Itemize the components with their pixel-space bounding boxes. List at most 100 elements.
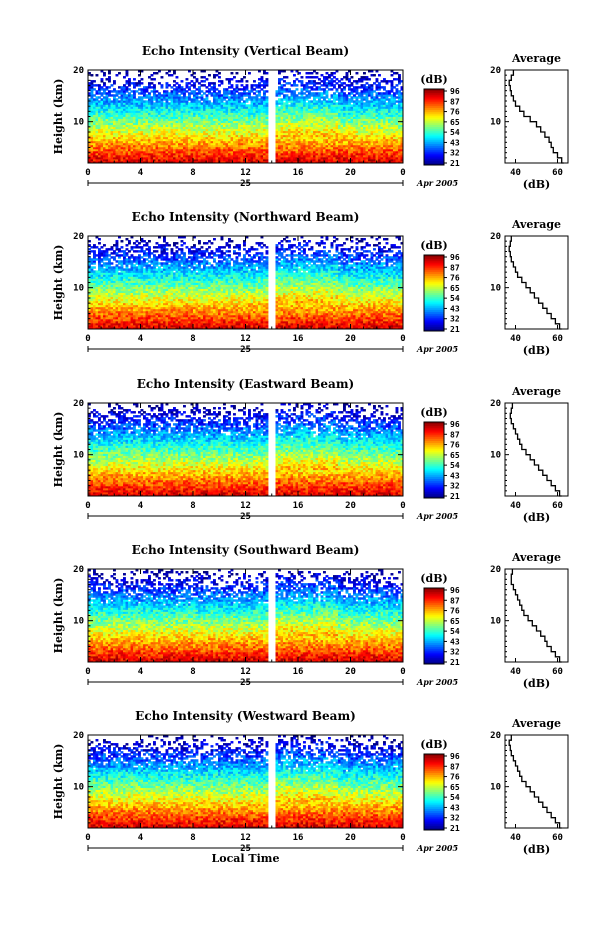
heatmap-cell: [96, 96, 99, 98]
heatmap-cell: [381, 86, 384, 88]
heatmap-cell: [183, 88, 186, 90]
heatmap-cell: [241, 84, 244, 86]
heatmap-cell: [156, 94, 159, 96]
heatmap-cell: [363, 84, 366, 86]
heatmap-cell: [311, 92, 314, 94]
heatmap-cell: [363, 102, 366, 104]
heatmap-cell: [283, 80, 286, 82]
heatmap-cell: [143, 100, 146, 102]
heatmap-cell: [158, 92, 161, 94]
heatmap: [88, 236, 403, 329]
heatmap-cell: [171, 74, 174, 76]
heatmap-cell: [141, 96, 144, 98]
heatmap-cell: [193, 82, 196, 84]
heatmap-cell: [253, 80, 256, 82]
heatmap-cell: [341, 78, 344, 80]
heatmap-cell: [383, 92, 386, 94]
heatmap-cell: [321, 74, 324, 76]
heatmap-cell: [283, 102, 286, 104]
heatmap-cell: [316, 72, 319, 74]
x-tick-label: 20: [345, 168, 356, 178]
heatmap-cell: [306, 82, 309, 84]
heatmap-cell: [176, 76, 179, 78]
heatmap-cell: [373, 90, 376, 92]
heatmap-cell: [231, 78, 234, 80]
heatmap-cell: [296, 94, 299, 96]
heatmap-cell: [308, 72, 311, 74]
heatmap-cell: [186, 78, 189, 80]
heatmap-cell: [376, 84, 379, 86]
heatmap-cell: [383, 86, 386, 88]
heatmap-cell: [393, 78, 396, 80]
heatmap-cell: [221, 94, 224, 96]
heatmap-cell: [398, 74, 401, 76]
heatmap-cell: [288, 96, 291, 98]
average-x-tick-label: 60: [552, 168, 563, 178]
heatmap-cell: [331, 88, 334, 90]
heatmap-cell: [193, 76, 196, 78]
heatmap-cell: [91, 80, 94, 82]
heatmap-cell: [96, 74, 99, 76]
heatmap-cell: [166, 72, 169, 74]
x-tick-label: 16: [293, 168, 304, 178]
heatmap-cell: [208, 88, 211, 90]
heatmap-cell: [336, 94, 339, 96]
heatmap-cell: [196, 88, 199, 90]
heatmap-cell: [318, 82, 321, 84]
heatmap-cell: [301, 76, 304, 78]
heatmap-cell: [118, 86, 121, 88]
heatmap-cell: [181, 86, 184, 88]
heatmap-cell: [343, 82, 346, 84]
heatmap-cell: [151, 90, 154, 92]
heatmap-cell: [278, 98, 281, 100]
heatmap-cell: [338, 92, 341, 94]
heatmap-cell: [328, 88, 331, 90]
heatmap-cell: [186, 96, 189, 98]
heatmap-cell: [113, 94, 116, 96]
heatmap-cell: [331, 78, 334, 80]
heatmap-cell: [201, 90, 204, 92]
heatmap-cell: [288, 104, 291, 106]
heatmap-cell: [283, 88, 286, 90]
heatmap-cell: [333, 72, 336, 74]
heatmap-cell: [191, 98, 194, 100]
heatmap-cell: [206, 86, 209, 88]
heatmap-cell: [373, 82, 376, 84]
heatmap-cell: [333, 76, 336, 78]
heatmap-cell: [301, 88, 304, 90]
heatmap-cell: [266, 96, 269, 98]
heatmap-cell: [203, 80, 206, 82]
heatmap-cell: [306, 102, 309, 104]
heatmap-cell: [136, 98, 139, 100]
heatmap-cell: [186, 82, 189, 84]
heatmap-cell: [241, 102, 244, 104]
x-tick-label: 12: [240, 168, 251, 178]
heatmap-cell: [333, 80, 336, 82]
heatmap-cell: [206, 94, 209, 96]
heatmap-cell: [106, 92, 109, 94]
heatmap-cell: [103, 88, 106, 90]
heatmap-cell: [176, 86, 179, 88]
heatmap-cell: [381, 92, 384, 94]
heatmap-cell: [153, 78, 156, 80]
heatmap-cell: [166, 82, 169, 84]
heatmap-cell: [358, 86, 361, 88]
heatmap-cell: [141, 78, 144, 80]
heatmap-cell: [206, 78, 209, 80]
heatmap-cell: [161, 94, 164, 96]
heatmap-cell: [396, 96, 399, 98]
heatmap-cell: [293, 90, 296, 92]
heatmap-cell: [351, 82, 354, 84]
heatmap-cell: [343, 76, 346, 78]
heatmap-cell: [318, 86, 321, 88]
heatmap-cell: [118, 90, 121, 92]
heatmap-cell: [378, 74, 381, 76]
heatmap-cell: [353, 100, 356, 102]
heatmap-cell: [316, 92, 319, 94]
heatmap-cell: [111, 90, 114, 92]
heatmap-cell: [108, 76, 111, 78]
heatmap-cell: [93, 98, 96, 100]
heatmap-cell: [216, 92, 219, 94]
heatmap-cell: [336, 82, 339, 84]
